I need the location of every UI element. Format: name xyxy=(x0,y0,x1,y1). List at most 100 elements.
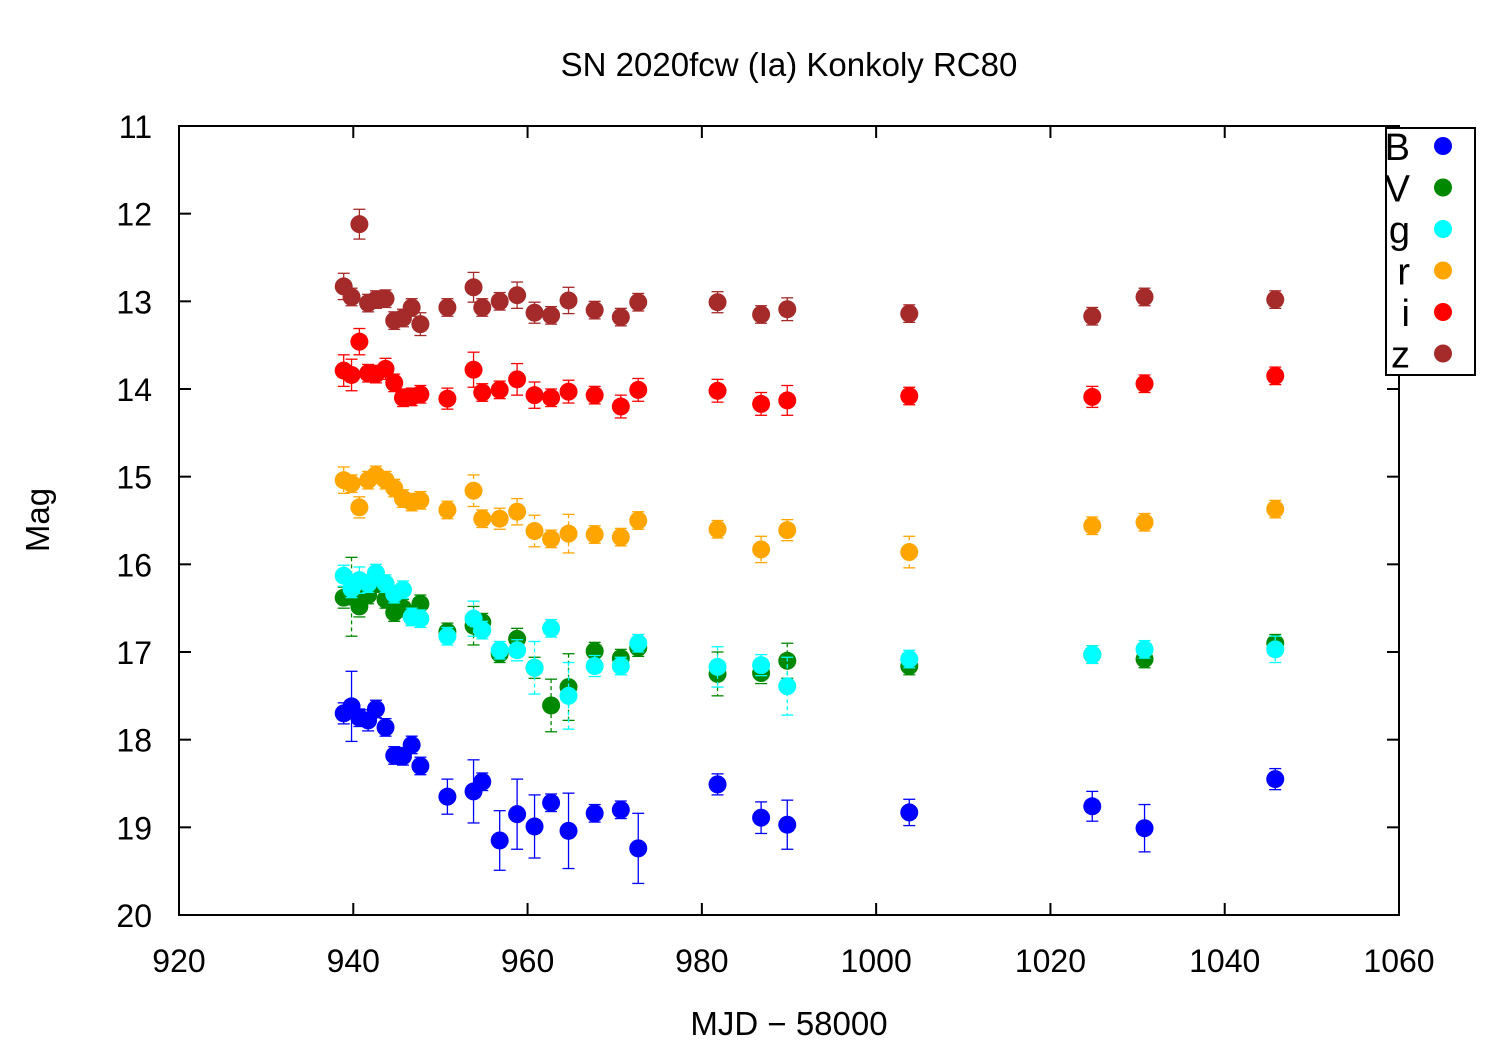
data-point-g xyxy=(708,657,727,676)
legend-label: i xyxy=(1402,293,1410,335)
data-point-i xyxy=(438,389,457,408)
x-tick-label: 940 xyxy=(327,943,380,979)
data-point-B xyxy=(402,735,421,754)
plot-frame xyxy=(178,125,1400,916)
legend-marker xyxy=(1434,137,1452,155)
data-point-r xyxy=(900,543,919,562)
series-i xyxy=(334,327,1285,419)
legend-label: g xyxy=(1389,210,1410,252)
data-point-g xyxy=(752,656,771,675)
data-point-B xyxy=(1083,797,1102,816)
data-point-z xyxy=(411,315,430,334)
data-point-g xyxy=(1266,640,1285,659)
data-point-B xyxy=(900,803,919,822)
data-point-r xyxy=(752,540,771,559)
data-point-z xyxy=(402,298,421,317)
data-point-B xyxy=(752,808,771,827)
y-tick-label: 12 xyxy=(116,197,152,233)
legend-marker xyxy=(1434,178,1452,197)
data-point-B xyxy=(629,839,648,858)
x-tick-label: 1000 xyxy=(841,943,912,979)
legend-label: V xyxy=(1385,169,1411,211)
y-tick-label: 18 xyxy=(116,723,152,759)
data-point-i xyxy=(525,386,544,405)
legend-marker xyxy=(1434,261,1452,280)
data-point-z xyxy=(1266,290,1285,309)
x-tick-label: 1020 xyxy=(1015,943,1086,979)
data-point-z xyxy=(508,286,527,305)
data-point-i xyxy=(473,383,492,402)
data-point-i xyxy=(464,360,483,379)
data-point-z xyxy=(1083,307,1102,326)
data-point-B xyxy=(1135,819,1154,838)
data-point-r xyxy=(508,502,527,521)
data-point-B xyxy=(473,772,492,791)
data-point-g xyxy=(508,641,527,660)
data-point-g xyxy=(1135,640,1154,659)
data-point-i xyxy=(342,365,361,384)
data-point-r xyxy=(525,522,544,541)
data-point-r xyxy=(411,491,430,510)
data-point-g xyxy=(411,609,430,628)
data-point-r xyxy=(473,509,492,528)
data-point-g xyxy=(393,580,412,599)
data-point-z xyxy=(464,278,483,297)
data-point-z xyxy=(559,291,578,310)
y-tick-label: 16 xyxy=(116,547,152,583)
data-point-z xyxy=(629,293,648,312)
legend-marker xyxy=(1434,344,1452,363)
x-tick-label: 980 xyxy=(675,943,728,979)
data-point-V xyxy=(542,696,561,715)
data-point-i xyxy=(585,386,604,405)
data-point-r xyxy=(438,500,457,519)
x-tick-label: 960 xyxy=(501,943,554,979)
data-point-i xyxy=(1083,387,1102,406)
data-point-B xyxy=(366,699,385,718)
x-tick-label: 1040 xyxy=(1189,943,1260,979)
y-tick-label: 19 xyxy=(116,810,152,846)
data-point-z xyxy=(708,293,727,312)
data-point-i xyxy=(508,370,527,389)
y-tick-label: 13 xyxy=(116,284,152,320)
series-B xyxy=(334,670,1285,885)
data-point-i xyxy=(708,381,727,400)
data-point-r xyxy=(1135,513,1154,532)
data-point-g xyxy=(900,650,919,669)
data-point-r xyxy=(350,498,369,517)
data-point-z xyxy=(438,298,457,317)
legend-label: z xyxy=(1391,335,1410,377)
data-point-r xyxy=(778,521,797,540)
data-point-B xyxy=(611,800,630,819)
legend-marker xyxy=(1434,220,1452,238)
data-point-B xyxy=(411,756,430,775)
y-tick-label: 17 xyxy=(116,635,152,671)
data-point-g xyxy=(585,657,604,676)
data-point-r xyxy=(611,528,630,547)
data-point-i xyxy=(611,397,630,416)
y-tick-label: 11 xyxy=(119,109,152,145)
data-point-B xyxy=(490,831,509,850)
legend-box xyxy=(1385,127,1476,376)
y-tick-label: 15 xyxy=(116,460,152,496)
data-point-i xyxy=(350,332,369,351)
data-point-B xyxy=(525,817,544,836)
data-point-B xyxy=(376,718,395,737)
data-point-z xyxy=(473,298,492,317)
data-point-i xyxy=(1266,366,1285,385)
y-tick-label: 14 xyxy=(116,372,152,408)
data-point-r xyxy=(559,524,578,543)
data-point-g xyxy=(611,657,630,676)
data-point-B xyxy=(585,804,604,823)
data-point-r xyxy=(629,511,648,530)
data-markers xyxy=(334,208,1285,885)
data-point-z xyxy=(585,301,604,320)
data-point-g xyxy=(778,677,797,696)
data-point-i xyxy=(778,391,797,410)
data-point-i xyxy=(376,359,395,378)
data-point-g xyxy=(629,634,648,653)
chart-title: SN 2020fcw (Ia) Konkoly RC80 xyxy=(561,46,1018,83)
data-point-i xyxy=(385,373,404,392)
data-point-z xyxy=(900,304,919,323)
data-point-B xyxy=(1266,770,1285,789)
